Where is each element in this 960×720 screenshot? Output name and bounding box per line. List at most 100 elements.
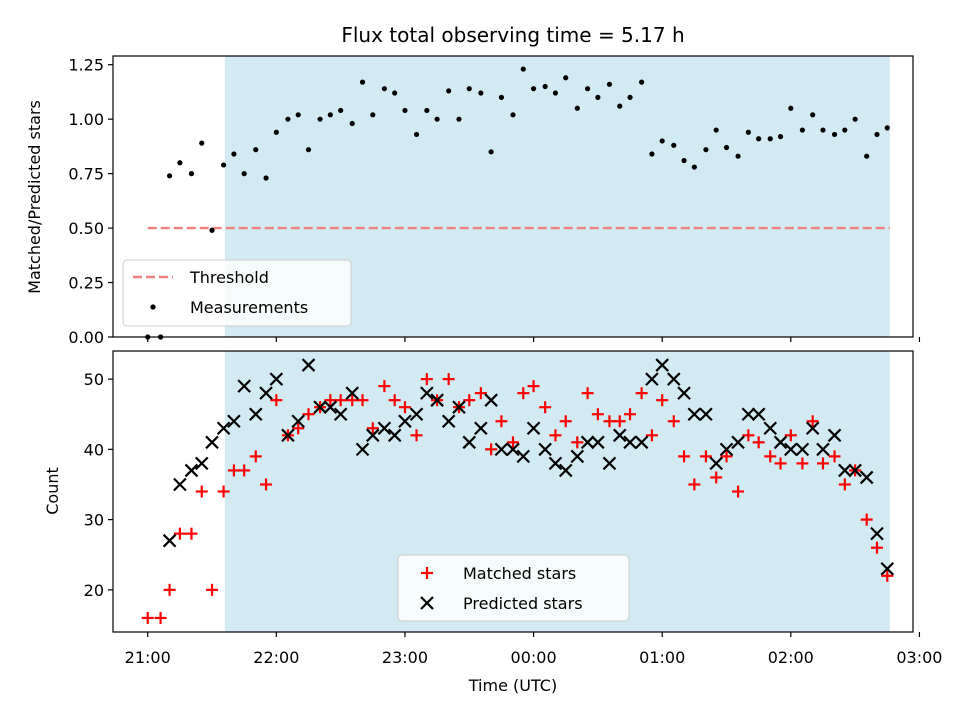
measurement-point: [317, 116, 323, 122]
predicted-star-point: [474, 421, 488, 436]
top-legend: Threshold Measurements: [122, 259, 352, 327]
measurement-point: [209, 227, 215, 233]
predicted-star-stroke: [269, 372, 284, 386]
matched-star-point: [828, 450, 841, 463]
measurement-point: [542, 83, 548, 90]
matched-star-point: [346, 394, 359, 407]
measurement-point: [520, 66, 526, 72]
predicted-star-point: [516, 449, 531, 464]
bottom-y-tick-label: 30: [84, 511, 104, 530]
predicted-star-point: [259, 386, 273, 400]
matched-star-point: [410, 429, 423, 442]
matched-star-point: [442, 373, 455, 386]
predicted-star-stroke: [366, 428, 380, 443]
predicted-star-point: [570, 449, 585, 464]
measurement-point: [498, 94, 505, 100]
matched-star-point: [603, 415, 616, 428]
predicted-star-stroke: [248, 407, 263, 422]
measurement-point: [595, 94, 601, 100]
measurement-point: [681, 157, 687, 164]
predicted-star-point: [205, 435, 219, 450]
bottom-x-tick-label: 21:00: [125, 648, 171, 667]
predicted-star-point: [612, 428, 627, 443]
predicted-star-point: [709, 456, 723, 471]
matched-star-point: [774, 457, 787, 470]
x-axis-label: Time (UTC): [468, 676, 557, 695]
predicted-star-point: [827, 428, 842, 443]
measurement-point: [884, 125, 890, 131]
matched-star-point: [238, 464, 251, 477]
measurement-point: [253, 147, 259, 153]
predicted-star-stroke: [623, 435, 637, 450]
top-y-tick-label: 0.25: [68, 274, 104, 293]
predicted-star-stroke: [709, 456, 723, 471]
measurement-point: [810, 112, 816, 118]
bottom-x-tick-label: 22:00: [253, 648, 299, 667]
predicted-star-stroke: [452, 400, 466, 414]
measurement-point: [627, 94, 633, 100]
top-y-axis-label: Matched/Predicted stars: [25, 100, 44, 294]
predicted-star-point: [623, 435, 637, 450]
predicted-star-stroke: [827, 428, 842, 443]
matched-star-point: [270, 394, 283, 407]
predicted-star-stroke: [216, 421, 231, 436]
bottom-panel: 20 30 40 50 21:00 22:00 23:00 00:00 01:00 02:00 0…: [43, 350, 942, 695]
bottom-y-tick-label: 40: [84, 440, 104, 459]
measurement-point: [199, 140, 205, 146]
predicted-star-stroke: [602, 456, 617, 471]
matched-star-point: [549, 429, 562, 442]
predicted-star-point: [655, 358, 669, 372]
measurement-point: [874, 131, 880, 138]
measurement-point: [530, 86, 537, 92]
predicted-star-point: [666, 372, 681, 386]
measurement-point: [606, 81, 613, 87]
predicted-star-point: [366, 428, 380, 443]
legend-threshold-label: Threshold: [189, 268, 269, 287]
predicted-star-point: [699, 407, 713, 422]
predicted-star-stroke: [430, 393, 444, 407]
predicted-star-stroke: [162, 533, 177, 548]
matched-star-point: [507, 436, 519, 449]
matched-star-point: [463, 394, 476, 407]
predicted-star-stroke: [591, 435, 605, 450]
predicted-star-point: [452, 400, 466, 414]
matched-star-point: [613, 415, 626, 428]
measurement-point: [799, 127, 805, 133]
predicted-star-point: [462, 435, 477, 450]
predicted-star-point: [538, 442, 552, 457]
predicted-star-point: [763, 421, 778, 436]
bottom-legend: Matched stars Predicted stars: [397, 554, 630, 622]
measurement-point: [691, 164, 697, 170]
matched-star-point: [752, 436, 765, 449]
measurements-series: [145, 66, 890, 340]
matched-star-point: [154, 611, 167, 624]
predicted-star-stroke: [677, 386, 691, 400]
measurement-point: [478, 90, 484, 96]
bottom-x-axis: 21:00 22:00 23:00 00:00 01:00 02:00 03:00: [125, 632, 942, 667]
measurement-point: [852, 116, 858, 122]
predicted-star-point: [441, 414, 456, 429]
measurement-point: [723, 144, 730, 151]
matched-star-point: [581, 387, 594, 400]
bottom-y-tick-label: 20: [84, 581, 104, 600]
matched-star-point: [206, 583, 219, 596]
matched-star-point: [860, 513, 873, 526]
measurement-point: [671, 142, 677, 148]
predicted-star-stroke: [805, 421, 820, 436]
matched-star-point: [624, 408, 637, 421]
predicted-star-point: [345, 386, 360, 400]
predicted-star-stroke: [634, 435, 649, 450]
predicted-star-point: [355, 442, 370, 457]
predicted-star-point: [162, 533, 177, 548]
bottom-x-tick-label: 23:00: [382, 648, 428, 667]
measurement-point: [639, 79, 645, 85]
matched-star-point: [227, 464, 240, 477]
predicted-star-stroke: [687, 407, 702, 422]
matched-star-point: [366, 422, 379, 435]
measurement-point: [424, 107, 430, 114]
predicted-star-point: [313, 400, 327, 414]
matched-star-point: [784, 429, 797, 442]
matched-star-point: [635, 387, 648, 400]
measurement-point: [349, 120, 355, 127]
matched-star-point: [388, 394, 401, 407]
